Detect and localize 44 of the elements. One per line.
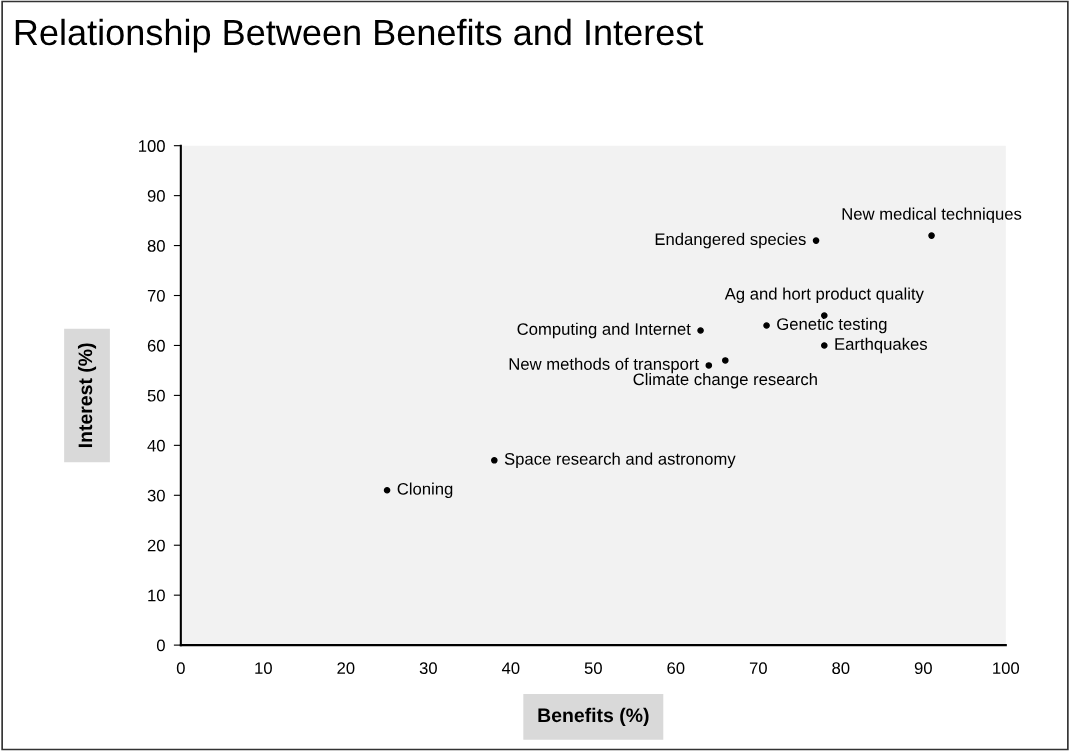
chart-title: Relationship Between Benefits and Interest — [15, 18, 704, 53]
point — [821, 342, 828, 349]
annotation: Genetic testing — [777, 317, 887, 334]
y-tick-label: 70 — [147, 289, 165, 302]
y-tick-label: 0 — [156, 639, 165, 652]
x-tick-label: 40 — [501, 662, 520, 675]
point — [705, 362, 713, 369]
annotation: Ag and hort product quality — [724, 287, 924, 303]
x-axis-title: Benefits (%) — [538, 707, 649, 726]
x-tick-label: 30 — [419, 662, 437, 675]
point — [722, 357, 729, 364]
x-tick-label: 0 — [176, 662, 185, 675]
annotation: Earthquakes — [835, 337, 928, 354]
y-tick-label: 80 — [147, 239, 165, 252]
x-tick-label: 20 — [337, 662, 355, 675]
point — [763, 322, 770, 329]
y-tick-label: 90 — [147, 190, 165, 202]
x-tick-label: 80 — [832, 662, 850, 675]
annotation: New medical techniques — [842, 207, 1022, 224]
y-tick-label: 40 — [147, 439, 165, 452]
annotation: Climate change research — [633, 372, 817, 389]
y-tick-label: 20 — [147, 539, 165, 552]
y-tick-label: 10 — [148, 589, 165, 602]
point — [928, 232, 935, 239]
y-tick-label: 30 — [147, 489, 165, 502]
x-tick-label: 10 — [255, 662, 272, 675]
annotation: Space research and astronomy — [504, 452, 736, 469]
y-tick-label: 50 — [147, 389, 165, 402]
point — [697, 327, 704, 334]
x-tick-label: 90 — [914, 662, 932, 675]
x-tick-label: 70 — [749, 662, 767, 675]
x-tick-label: 50 — [584, 662, 602, 675]
x-tick-label: 60 — [667, 662, 685, 675]
annotation: Endangered species — [655, 232, 806, 249]
y-tick-label: 100 — [139, 140, 165, 152]
annotation: Computing and Internet — [517, 322, 691, 339]
x-tick-label: 100 — [993, 662, 1020, 675]
annotation: Cloning — [397, 482, 453, 499]
y-tick-label: 60 — [147, 339, 165, 352]
point — [383, 486, 391, 494]
point — [812, 237, 820, 244]
annotation: New methods of transport — [509, 357, 699, 374]
point — [491, 457, 498, 464]
y-axis-title: Interest (%) — [77, 343, 97, 448]
